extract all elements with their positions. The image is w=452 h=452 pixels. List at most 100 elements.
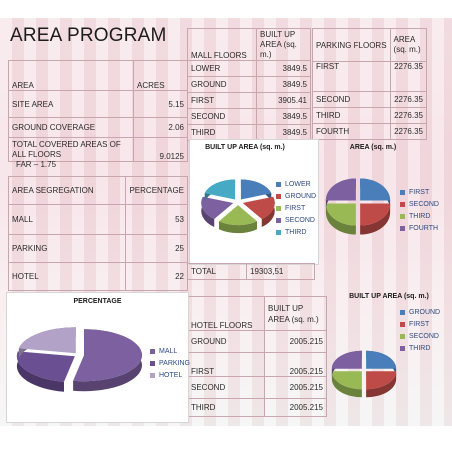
legend-swatch <box>276 229 281 235</box>
table-row: TOTAL COVERED AREAS OF ALL FLOORS 9.0125 <box>8 137 188 162</box>
chart-title: BUILT UP AREA (sq. m.) <box>349 293 429 300</box>
pie-slice-hotel <box>18 327 76 359</box>
page-title: AREA PROGRAM <box>10 25 167 46</box>
table-cell: FIRST <box>187 352 265 377</box>
pie-slice-side <box>331 371 362 398</box>
table-cell: FIRST <box>187 92 257 109</box>
table-cell: 19303,51 <box>246 263 315 280</box>
pie-slice-top <box>219 205 257 226</box>
legend-swatch <box>150 372 155 378</box>
table-cell: 2005.215 <box>264 376 327 399</box>
legend-item-third: THIRD <box>276 226 316 238</box>
table-row: LOWER 3849.5 <box>187 60 311 77</box>
table-header-cell: HOTEL FLOORS <box>187 296 265 331</box>
pie-slice-second <box>360 203 391 235</box>
table-cell: 9.0125 <box>133 137 188 162</box>
pie-slice-lower <box>240 179 272 202</box>
table-header-cell: AREA SEGREGATION <box>7 176 127 205</box>
table-row: THIRD 2276.35 <box>312 107 428 124</box>
pie-slice-side <box>325 203 356 235</box>
pie-slice-top <box>204 179 236 200</box>
table-cell: 2276.35 <box>389 123 428 140</box>
table-row: TOTAL 19303,51 <box>187 263 315 280</box>
legend-swatch <box>400 225 405 231</box>
legend-item-fourth: FOURTH <box>400 222 439 234</box>
legend-swatch <box>400 201 405 207</box>
table-row: GROUND 3849.5 <box>187 76 311 93</box>
legend-item-second: SECOND <box>400 198 439 210</box>
table-cell: TOTAL <box>187 263 247 280</box>
table-row: SITE AREA 5.15 <box>8 90 188 118</box>
table-header-row: AREA ACRES <box>8 60 188 91</box>
table-header-cell: ACRES <box>133 60 188 91</box>
chart-title: AREA (sq. m.) <box>349 144 397 151</box>
legend-item-hotel: HOTEL <box>150 369 190 381</box>
table-cell: SITE AREA <box>8 90 134 118</box>
table-cell: GROUND <box>187 76 257 93</box>
pie-slice-first <box>360 178 391 210</box>
table-cell: 2276.35 <box>389 61 428 92</box>
legend-label: HOTEL <box>159 371 183 379</box>
legend-item-first: FIRST <box>400 318 440 330</box>
legend-label: FIRST <box>285 204 306 212</box>
table-cell: TOTAL COVERED AREAS OF ALL FLOORS <box>8 137 134 162</box>
pie-slice-third <box>325 203 356 235</box>
pie-slice-fourth <box>325 178 356 210</box>
pie-slice-side <box>360 203 391 235</box>
hotel-built-up-pie <box>331 350 397 398</box>
chart-legend: GROUND FIRST SECOND THIRD <box>400 306 440 354</box>
table-header-row: AREA SEGREGATION PERCENTAGE <box>7 176 188 205</box>
pie-slice-top <box>16 351 75 382</box>
pie-slice-top <box>18 327 76 354</box>
table-cell: 2005.215 <box>264 352 327 377</box>
pie-slice-top <box>325 203 356 226</box>
table-header-cell: PARKING FLOORS <box>312 28 391 62</box>
table-row: SECOND 2005.215 <box>187 376 327 399</box>
legend-label: GROUND <box>285 192 317 200</box>
table-cell: FOURTH <box>312 123 391 140</box>
table-header-cell: AREA (sq. m.) <box>389 28 428 62</box>
legend-label: SECOND <box>409 332 439 340</box>
legend-swatch <box>150 360 155 366</box>
area-segregation-table: AREA SEGREGATION PERCENTAGE MALL 53 PARK… <box>7 176 188 291</box>
legend-swatch <box>150 348 155 354</box>
legend-swatch <box>400 189 405 195</box>
pie-slice-second <box>201 196 234 228</box>
table-cell: 5.15 <box>133 90 188 118</box>
table-cell: LOWER <box>187 60 257 77</box>
legend-swatch <box>276 217 281 223</box>
chart-legend: FIRST SECOND THIRD FOURTH <box>400 186 439 234</box>
percentage-chart-panel: PERCENTAGE MALL PARKING HOTEL <box>6 292 190 423</box>
legend-label: MALL <box>159 347 178 355</box>
table-cell: MALL <box>7 204 127 235</box>
pie-slice-top <box>331 371 362 390</box>
legend-item-first: FIRST <box>400 186 439 198</box>
legend-label: FIRST <box>409 188 430 196</box>
table-row: THIRD 2005.215 <box>187 398 327 417</box>
pie-slice-top <box>360 203 391 226</box>
table-row: SECOND 2276.35 <box>312 91 428 108</box>
legend-swatch <box>276 181 281 187</box>
legend-swatch <box>276 193 281 199</box>
legend-label: SECOND <box>285 216 315 224</box>
legend-item-first: FIRST <box>276 202 316 214</box>
legend-label: FIRST <box>409 320 430 328</box>
parking-area-pie <box>325 178 391 235</box>
legend-label: THIRD <box>409 344 431 352</box>
pie-slice-top <box>325 178 356 201</box>
pie-slice-top <box>360 178 391 201</box>
pie-slice-top <box>201 196 234 220</box>
table-cell: 2005.215 <box>264 330 327 353</box>
table-cell: 2276.35 <box>389 107 428 124</box>
mall-built-up-pie <box>201 179 275 234</box>
table-row: FOURTH 2276.35 <box>312 123 428 140</box>
table-header-row: HOTEL FLOORS BUILT UP AREA (sq. m.) <box>187 296 327 331</box>
chart-legend: MALL PARKING HOTEL <box>150 345 190 381</box>
legend-label: SECOND <box>409 200 439 208</box>
legend-label: FOURTH <box>409 224 439 232</box>
mall-total-table: TOTAL 19303,51 <box>187 263 315 280</box>
table-cell: SECOND <box>187 108 257 125</box>
table-cell: PARKING <box>7 234 127 263</box>
table-cell: 2276.35 <box>389 91 428 108</box>
pie-slice-ground <box>366 350 397 377</box>
